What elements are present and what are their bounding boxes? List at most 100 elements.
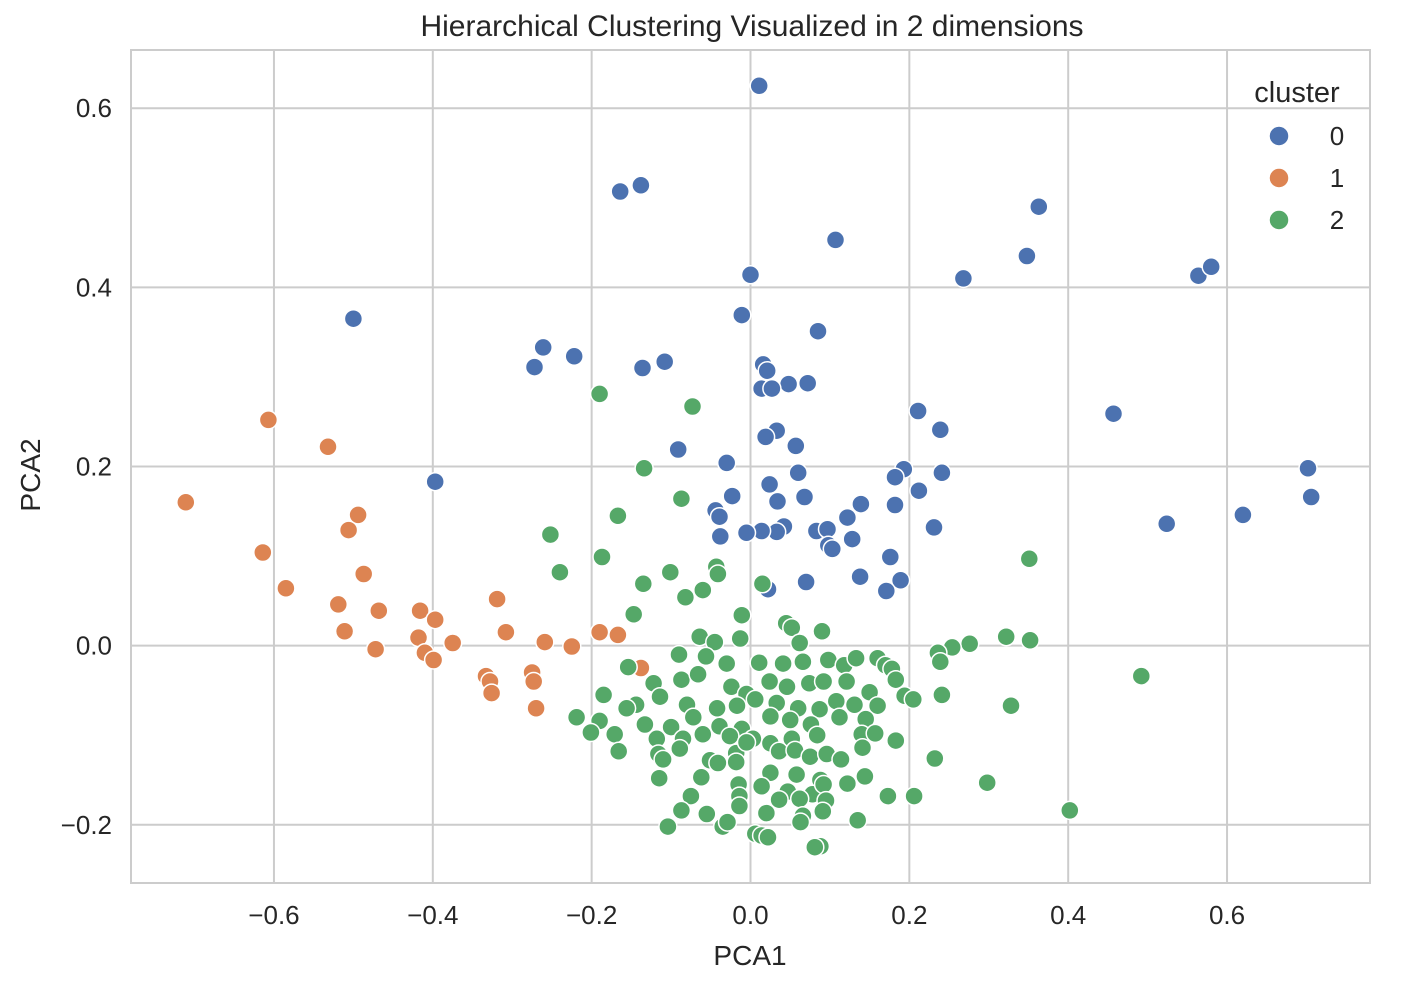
cluster-1-point [523, 671, 544, 692]
cluster-2-point [745, 689, 766, 710]
cluster-0-point [632, 358, 653, 378]
cluster-2-point [1019, 549, 1040, 569]
cluster-0-point [817, 519, 838, 539]
cluster-2-point [852, 737, 873, 758]
cluster-0-point [755, 427, 776, 447]
x-tick-label: 0.0 [732, 900, 768, 930]
cluster-0-point [778, 374, 799, 394]
cluster-0-point [880, 547, 901, 567]
cluster-2-point [589, 384, 610, 404]
x-tick-label: −0.4 [407, 900, 458, 930]
cluster-2-point [1020, 630, 1040, 651]
cluster-2-point [670, 738, 690, 759]
cluster-2-point [682, 396, 703, 417]
cluster-2-point [688, 664, 708, 685]
cluster-2-point [708, 753, 728, 773]
cluster-2-point [932, 685, 952, 705]
cluster-2-point [813, 671, 834, 692]
cluster-2-point [707, 698, 727, 719]
cluster-2-point [886, 730, 906, 751]
cluster-2-point [671, 800, 692, 821]
cluster-2-point [540, 524, 561, 545]
cluster-0-point [953, 268, 974, 289]
cluster-2-point [593, 685, 614, 705]
cluster-1-point [481, 683, 502, 703]
cluster-2-point [829, 707, 850, 728]
cluster-2-point [904, 786, 924, 806]
cluster-0-point [749, 76, 769, 96]
cluster-1-point [176, 492, 196, 513]
cluster-2-point [635, 714, 655, 735]
cluster-0-point [757, 360, 777, 381]
cluster-0-point [668, 439, 688, 460]
y-axis-title: PCA2 [15, 438, 46, 511]
cluster-0-point [909, 480, 929, 501]
cluster-0-point [1156, 514, 1177, 534]
cluster-2-point [550, 562, 570, 582]
legend: cluster 0 1 2 [1254, 77, 1344, 235]
plot-frame [130, 49, 1371, 884]
cluster-0-point [631, 175, 651, 196]
cluster-0-point [716, 453, 737, 473]
cluster-2-point [658, 816, 678, 837]
cluster-2-point [675, 587, 696, 608]
cluster-0-point [797, 373, 818, 393]
cluster-0-point [796, 572, 816, 592]
cluster-0-point [1017, 246, 1037, 266]
cluster-2-point [760, 763, 781, 783]
cluster-2-point [751, 776, 772, 797]
cluster-2-point [789, 789, 810, 809]
cluster-2-point [697, 804, 717, 824]
cluster-1-point [442, 633, 463, 653]
cluster-2-point [717, 812, 738, 832]
cluster-0-point [825, 230, 846, 250]
cluster-0-point [425, 471, 445, 492]
cluster-2-point [1131, 666, 1152, 686]
y-tick-label: 0.4 [76, 272, 112, 302]
cluster-0-point [732, 305, 752, 325]
cluster-2-point [837, 773, 858, 794]
x-tick-labels: −0.6 −0.4 −0.2 0.0 0.2 0.4 0.6 [248, 900, 1245, 930]
cluster-2-point [780, 710, 800, 730]
cluster-2-point [805, 837, 825, 857]
cluster-2-point [616, 698, 637, 719]
cluster-2-point [618, 657, 638, 677]
cluster-2-point [813, 801, 833, 822]
cluster-2-point [681, 786, 701, 806]
cluster-2-point [847, 810, 868, 831]
cluster-0-point [850, 566, 870, 587]
cluster-2-point [777, 677, 797, 697]
cluster-2-point [669, 644, 689, 665]
cluster-0-point [710, 526, 731, 547]
cluster-0-point [759, 474, 780, 495]
cluster-2-point [812, 621, 832, 642]
cluster-1-point [423, 650, 444, 670]
cluster-0-point [533, 337, 553, 358]
cluster-2-point [720, 726, 740, 746]
cluster-0-point [343, 308, 364, 329]
cluster-1-point [348, 505, 368, 525]
cluster-1-point [589, 622, 610, 642]
cluster-2-point [878, 786, 898, 806]
cluster-1-point [526, 698, 546, 719]
cluster-1-point [253, 542, 273, 563]
cluster-0-point [930, 420, 951, 440]
cluster-2-point [782, 617, 802, 638]
x-tick-label: 0.6 [1209, 900, 1245, 930]
cluster-2-point [846, 648, 866, 668]
cluster-2-point [581, 722, 601, 743]
cluster-0-point [610, 181, 630, 202]
cluster-2-point [693, 724, 713, 745]
x-tick-label: 0.4 [1050, 900, 1086, 930]
cluster-2-point [786, 764, 807, 785]
cluster-0-point [885, 495, 905, 515]
cluster-2-point [1060, 800, 1080, 821]
cluster-2-point [867, 695, 888, 716]
cluster-2-point [671, 669, 692, 690]
cluster-0-point [794, 487, 815, 507]
cluster-2-point [691, 767, 712, 788]
cluster-2-point [608, 741, 629, 762]
cluster-2-point [650, 686, 670, 707]
cluster-1-point [365, 639, 386, 659]
